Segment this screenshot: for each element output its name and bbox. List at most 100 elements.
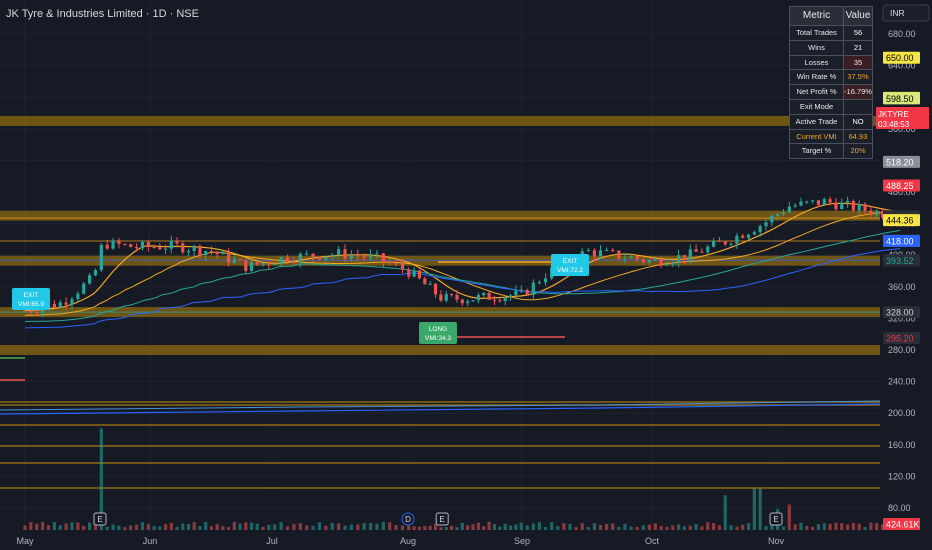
volume-bar xyxy=(586,526,590,530)
signal-label: LONG xyxy=(429,326,447,333)
candle-body xyxy=(537,282,542,284)
candle-body xyxy=(869,210,873,215)
candle-body xyxy=(471,300,475,302)
price-label: 424.61K xyxy=(883,518,920,530)
price-tick-label: 120.00 xyxy=(888,471,916,481)
volume-bar xyxy=(840,523,844,530)
candle-body xyxy=(444,294,448,301)
volume-bar xyxy=(238,523,242,530)
volume-bar xyxy=(343,525,347,530)
candle-body xyxy=(717,240,722,242)
volume-bar xyxy=(375,523,379,530)
candle-body xyxy=(439,294,443,301)
volume-bar xyxy=(41,521,45,530)
candle-body xyxy=(822,199,826,205)
price-label-bg xyxy=(883,306,920,319)
candle-body xyxy=(466,301,470,304)
candle-body xyxy=(158,247,162,250)
candle-body xyxy=(758,226,762,233)
volume-bar xyxy=(568,523,572,530)
volume-bar xyxy=(659,525,663,530)
stats-row: Exit Mode xyxy=(789,98,873,115)
price-tick-label: 160.00 xyxy=(888,440,916,450)
price-label-bg xyxy=(883,214,920,227)
volume-bar xyxy=(412,526,416,530)
price-label: 518.20 xyxy=(883,155,920,168)
volume-bar xyxy=(746,523,751,530)
price-label: 328.00 xyxy=(883,306,920,319)
candle-body xyxy=(52,303,56,308)
candle-body xyxy=(317,257,322,260)
candle-body xyxy=(238,259,242,261)
volume-bar xyxy=(492,524,497,530)
time-axis-bg xyxy=(0,531,880,550)
sr-zone xyxy=(0,345,880,355)
volume-bar xyxy=(647,524,651,530)
volume-bar xyxy=(580,523,584,530)
volume-bar xyxy=(368,522,373,530)
candle-body xyxy=(455,294,459,300)
stats-row: Target % 20% xyxy=(789,143,873,160)
candle-body xyxy=(93,270,98,276)
candle-body xyxy=(123,244,127,246)
stats-metric: Total Trades xyxy=(789,25,844,41)
candle-body xyxy=(498,300,502,302)
volume-bar xyxy=(851,522,855,530)
time-label: Sep xyxy=(514,536,530,546)
candle-body xyxy=(605,250,609,252)
candle-body xyxy=(671,262,675,265)
stats-value: NO xyxy=(843,113,873,130)
signal-label: EXIT xyxy=(24,292,38,299)
volume-bar xyxy=(519,522,523,530)
candle-body xyxy=(635,256,639,260)
volume-bar xyxy=(129,525,133,530)
ticker-symbol: JKTYRE xyxy=(878,110,909,119)
price-label-bg xyxy=(883,331,920,344)
stats-row: Losses 35 xyxy=(789,54,873,71)
volume-bar xyxy=(158,526,162,530)
volume-bar xyxy=(82,525,86,530)
price-label: 444.36 xyxy=(883,214,920,227)
candle-body xyxy=(770,215,774,223)
volume-bar xyxy=(543,527,548,530)
candle-body xyxy=(267,263,271,265)
volume-bar xyxy=(244,522,248,530)
candle-body xyxy=(394,263,398,265)
volume-bar xyxy=(729,525,733,530)
stats-row: Total Trades 56 xyxy=(789,25,873,41)
candle-body xyxy=(851,200,855,211)
volume-bar xyxy=(87,522,92,530)
time-label: Nov xyxy=(768,536,785,546)
candle-body xyxy=(221,251,225,255)
candle-body xyxy=(476,295,480,301)
stats-value xyxy=(843,98,873,115)
candle-body xyxy=(880,211,885,218)
volume-bar xyxy=(455,527,459,530)
volume-bar xyxy=(204,521,208,530)
price-label-text: 328.00 xyxy=(886,308,914,318)
time-label: Aug xyxy=(400,536,416,546)
price-label-bg xyxy=(883,254,920,267)
volume-bar xyxy=(787,504,791,530)
volume-bar xyxy=(503,523,507,530)
price-label: 418.00 xyxy=(883,234,920,247)
volume-bar xyxy=(273,524,277,530)
volume-bar xyxy=(381,521,385,530)
volume-bar xyxy=(209,526,214,530)
volume-bar xyxy=(700,526,704,530)
price-label-text: 598.50 xyxy=(886,94,914,104)
volume-bar xyxy=(70,522,74,530)
candle-body xyxy=(723,241,727,245)
candle-body xyxy=(659,259,663,266)
currency-button[interactable]: INR xyxy=(882,4,930,22)
volume-ma-line xyxy=(0,400,881,411)
volume-bar xyxy=(349,524,354,530)
volume-bar xyxy=(428,525,432,530)
candle-body xyxy=(227,251,231,263)
volume-bar xyxy=(735,526,739,530)
volume-bar xyxy=(298,523,302,530)
chart-title: JK Tyre & Industries Limited · 1D · NSE xyxy=(6,8,199,20)
volume-bar xyxy=(723,495,727,530)
candle-body xyxy=(105,244,109,249)
